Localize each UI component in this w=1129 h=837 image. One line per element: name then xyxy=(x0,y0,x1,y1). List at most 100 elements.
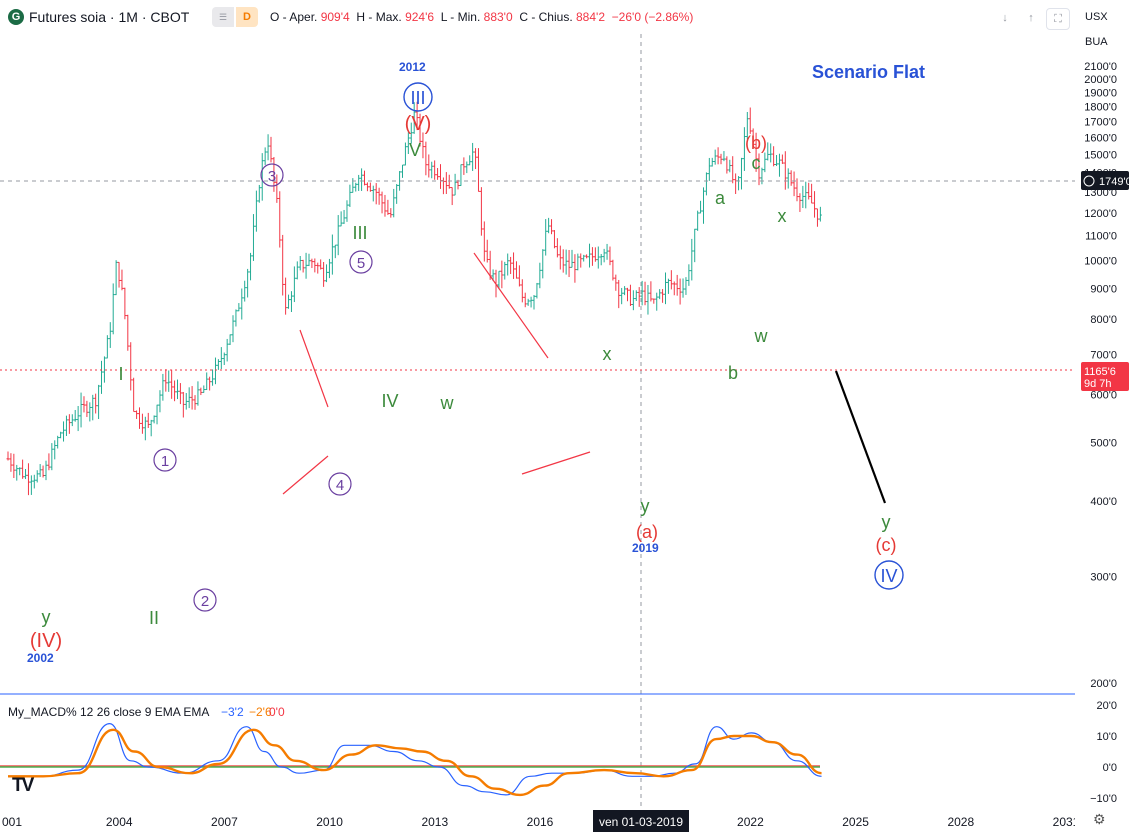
arrow-up-icon[interactable]: ↑ xyxy=(1028,12,1034,24)
price-bar xyxy=(365,182,369,192)
price-bar xyxy=(327,258,331,279)
wave-label-a-green: a xyxy=(715,188,726,208)
price-bar xyxy=(193,395,197,410)
price-bar xyxy=(526,298,530,306)
indicator-name[interactable]: My_MACD% 12 26 close 9 EMA EMA xyxy=(8,705,209,719)
price-bar xyxy=(766,142,770,161)
price-bar xyxy=(406,132,410,155)
wave-label-2-purple: 2 xyxy=(201,593,209,610)
indicator-value-2: −2'6 xyxy=(249,705,272,719)
wave-circle-5 xyxy=(349,250,373,274)
price-bar xyxy=(108,322,112,348)
time-axis[interactable]: 0012004200720102013201620192022202520282… xyxy=(0,806,1075,837)
price-bar xyxy=(742,127,746,171)
price-bar xyxy=(254,190,258,232)
price-bar xyxy=(520,279,524,303)
price-bar xyxy=(269,136,273,163)
price-bar xyxy=(611,259,615,281)
pill-letter[interactable]: D xyxy=(236,7,258,27)
crosshair-price-box xyxy=(1081,171,1129,190)
price-bar xyxy=(792,171,796,197)
wave-label-IV-blue: IV xyxy=(880,566,897,586)
price-bar xyxy=(415,101,419,131)
price-bar xyxy=(140,413,144,434)
symbol-title[interactable]: Futures soia · 1M · CBOT xyxy=(29,9,190,25)
price-bar xyxy=(208,376,212,391)
price-bar xyxy=(342,209,346,224)
price-bar xyxy=(374,183,378,205)
price-bar xyxy=(810,183,814,204)
price-bar xyxy=(658,289,662,300)
price-bar xyxy=(336,215,340,256)
price-bar xyxy=(275,174,279,203)
tradingview-logo[interactable]: TV xyxy=(12,775,34,796)
price-bar xyxy=(547,217,551,234)
price-axis-label: 900'0 xyxy=(1090,283,1117,295)
price-bar xyxy=(138,407,141,429)
price-bar xyxy=(263,147,267,165)
price-bar xyxy=(465,161,469,174)
price-bar xyxy=(260,153,264,201)
price-bar xyxy=(44,460,48,481)
time-axis-label: 001 xyxy=(2,815,22,829)
price-bar xyxy=(699,200,703,214)
price-axis-label: 1100'0 xyxy=(1085,231,1117,243)
price-axis-label: 1800'0 xyxy=(1084,101,1117,113)
price-bar xyxy=(322,261,326,287)
triangle-line-2 xyxy=(282,455,329,495)
price-bar xyxy=(190,386,194,410)
price-bar xyxy=(173,380,177,402)
wave-label-5-purple: 5 xyxy=(357,255,365,272)
fullscreen-icon[interactable]: ⛶ xyxy=(1046,8,1070,30)
indicator-value-3: 0'0 xyxy=(269,705,285,719)
price-bar xyxy=(737,176,741,191)
price-bar xyxy=(590,247,594,266)
macd-axis-label: 20'0 xyxy=(1097,700,1117,712)
macd-axis-label: 10'0 xyxy=(1097,731,1117,743)
price-bar xyxy=(325,264,329,283)
price-bar xyxy=(26,463,30,496)
price-bar xyxy=(251,214,255,261)
price-bar xyxy=(661,289,665,303)
wave-circle-2 xyxy=(193,588,217,612)
price-bar xyxy=(512,252,516,279)
price-bar xyxy=(620,287,624,305)
price-bar xyxy=(582,254,586,262)
price-bar xyxy=(655,292,659,311)
trendlines[interactable] xyxy=(282,252,591,495)
price-bar xyxy=(567,250,571,278)
currency-selector[interactable]: USX xyxy=(1085,11,1108,23)
price-bar xyxy=(240,288,244,320)
price-bar xyxy=(105,335,109,359)
gear-icon[interactable]: ⚙ xyxy=(1093,811,1106,827)
wave-label-y-green: y xyxy=(641,496,650,516)
price-bar xyxy=(301,259,305,273)
arrow-down-icon[interactable]: ↓ xyxy=(1002,12,1008,24)
price-bar xyxy=(623,286,627,296)
price-bar xyxy=(471,142,475,171)
market-selector[interactable]: BUA xyxy=(1085,36,1108,48)
list-icon[interactable]: ☰ xyxy=(212,7,234,27)
interval-pill[interactable]: ☰ D xyxy=(212,7,258,27)
price-bar xyxy=(12,453,16,479)
price-bar xyxy=(573,254,577,283)
price-axis-panel[interactable]: USX BUA 2100'0 2000'0 1900'0 1800'0 1700'0 16… xyxy=(1075,0,1129,837)
price-bar xyxy=(447,174,451,189)
last-price-box xyxy=(1081,362,1129,391)
price-bar xyxy=(319,259,323,270)
price-bar xyxy=(70,414,74,427)
projection-line[interactable] xyxy=(834,370,887,504)
price-axis-label: 500'0 xyxy=(1090,438,1117,450)
price-bar xyxy=(596,246,600,269)
price-bar xyxy=(316,262,320,274)
wave-label-V-green: V xyxy=(409,140,421,160)
price-bar xyxy=(360,168,364,191)
price-bar xyxy=(544,219,548,256)
price-bar xyxy=(731,156,735,184)
price-bar xyxy=(401,164,404,178)
price-bar xyxy=(6,451,10,461)
price-bar xyxy=(433,160,437,180)
price-bar xyxy=(681,278,685,298)
